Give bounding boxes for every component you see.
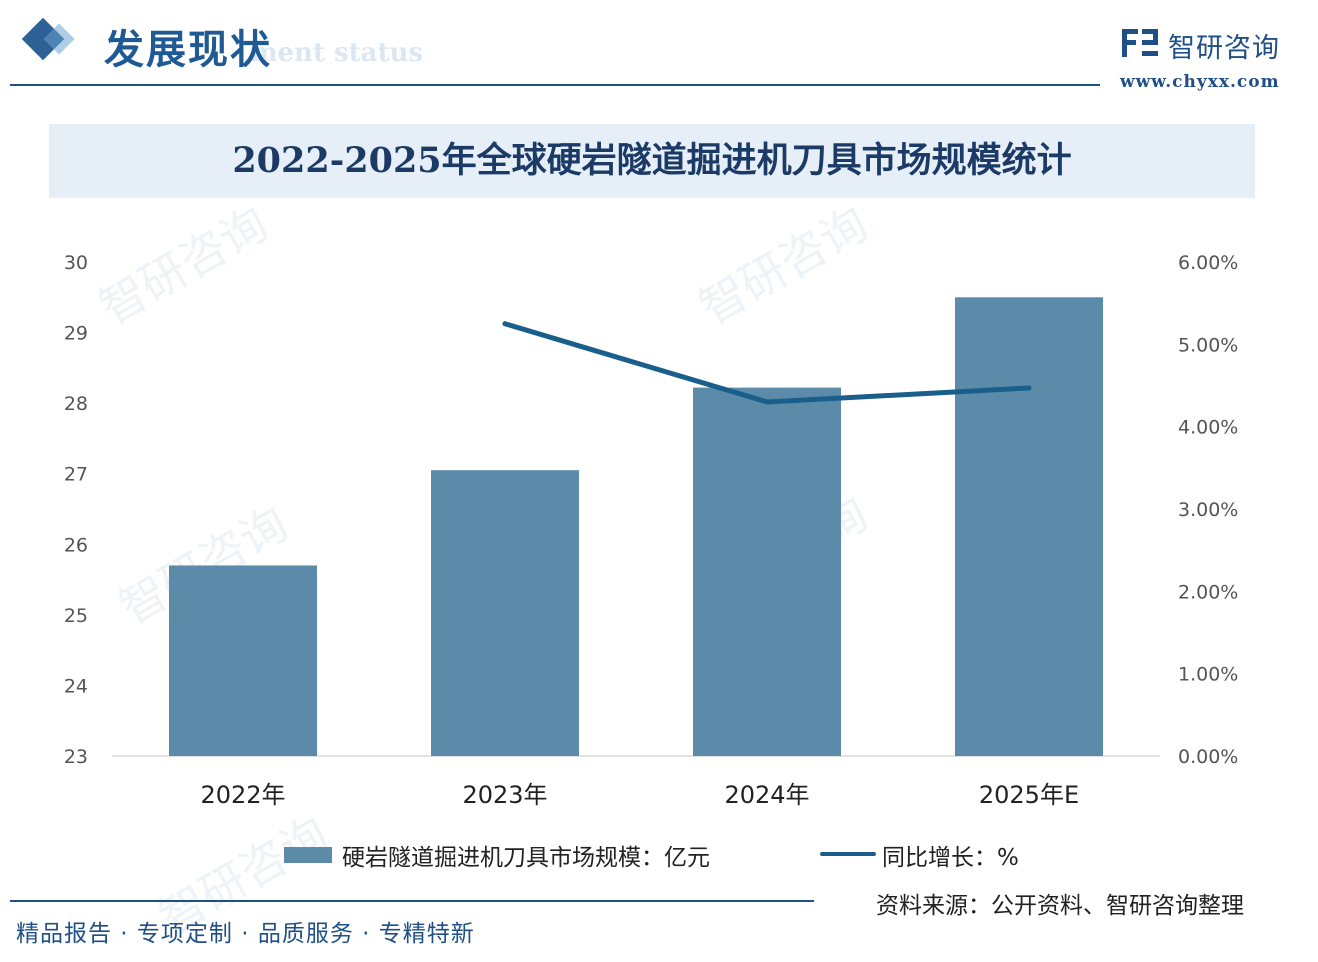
brand-name: 智研咨询 — [1168, 33, 1280, 64]
chart-title-band: 2022-2025年全球硬岩隧道掘进机刀具市场规模统计 — [49, 124, 1255, 198]
growth-point — [1026, 385, 1032, 391]
y-left-tick-label: 27 — [64, 464, 88, 486]
footer-tagline: 精品报告 · 专项定制 · 品质服务 · 专精特新 — [16, 921, 475, 947]
y-left-tick-label: 26 — [64, 534, 88, 556]
footer-divider — [10, 900, 814, 902]
x-tick-label: 2024年 — [724, 781, 809, 809]
brand-logo-icon — [1122, 29, 1158, 57]
y-left-tick-label: 30 — [64, 252, 88, 274]
y-left-tick-label: 28 — [64, 393, 88, 415]
header: ment status 发展现状 智研咨询 www.chyxx.com — [0, 0, 1318, 100]
chart-legend: 硬岩隧道掘进机刀具市场规模：亿元 同比增长：% — [284, 836, 1044, 872]
y-right-tick-label: 1.00% — [1178, 664, 1238, 686]
growth-point — [502, 321, 508, 327]
data-source: 资料来源：公开资料、智研咨询整理 — [876, 893, 1244, 919]
bar — [955, 297, 1103, 756]
legend-bar-swatch — [284, 847, 332, 863]
bar — [169, 565, 317, 756]
x-tick-label: 2022年 — [200, 781, 285, 809]
legend-bar-label: 硬岩隧道掘进机刀具市场规模：亿元 — [342, 845, 710, 871]
section-subtitle: ment status — [250, 38, 424, 68]
chart-title: 2022-2025年全球硬岩隧道掘进机刀具市场规模统计 — [232, 140, 1072, 181]
bar — [431, 470, 579, 756]
y-right-tick-label: 0.00% — [1178, 746, 1238, 768]
y-right-tick-label: 2.00% — [1178, 581, 1238, 603]
y-right-tick-label: 3.00% — [1178, 499, 1238, 521]
x-tick-label: 2023年 — [462, 781, 547, 809]
header-divider — [10, 84, 1100, 86]
brand-url[interactable]: www.chyxx.com — [1120, 72, 1280, 92]
y-right-tick-label: 4.00% — [1178, 417, 1238, 439]
y-right-tick-label: 6.00% — [1178, 252, 1238, 274]
y-left-tick-label: 29 — [64, 323, 88, 345]
y-left-tick-label: 24 — [64, 675, 88, 697]
y-right-tick-label: 5.00% — [1178, 334, 1238, 356]
bar — [693, 387, 841, 756]
section-title: 发展现状 — [104, 26, 272, 73]
y-left-tick-label: 23 — [64, 746, 88, 768]
legend-line-swatch — [820, 852, 876, 856]
growth-point — [764, 399, 770, 405]
legend-line-label: 同比增长：% — [882, 845, 1019, 871]
y-left-tick-label: 25 — [64, 605, 88, 627]
x-tick-label: 2025年E — [979, 781, 1079, 809]
